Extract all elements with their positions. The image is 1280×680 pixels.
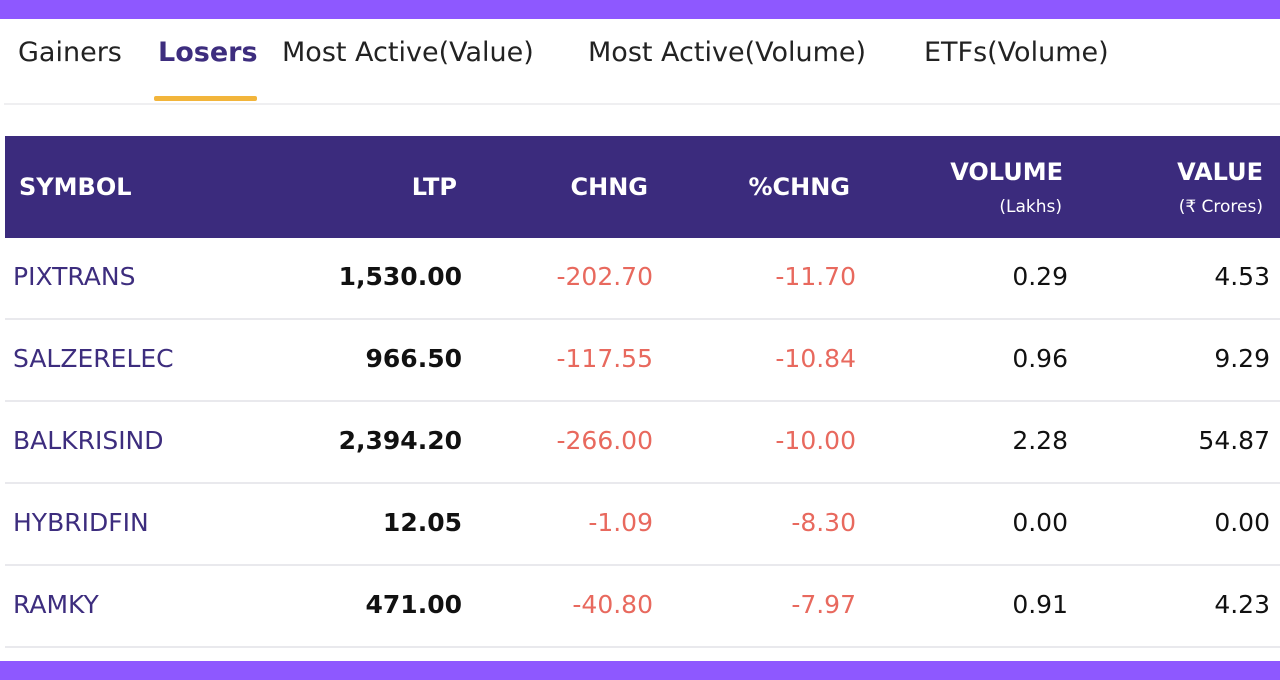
losers-table: SYMBOL LTP CHNG %CHNG VOLUME (Lakhs) VAL… <box>5 136 1280 648</box>
tab-most-active-volume[interactable]: Most Active(Volume) <box>588 37 867 68</box>
symbol-link[interactable]: RAMKY <box>13 590 99 619</box>
bottom-accent-bar <box>0 661 1280 680</box>
percent-change-value: -8.30 <box>791 508 856 537</box>
ltp-value: 2,394.20 <box>338 426 462 455</box>
header-value[interactable]: VALUE <box>1177 158 1263 186</box>
table-row[interactable]: PIXTRANS 1,530.00 -202.70 -11.70 0.29 4.… <box>5 238 1280 320</box>
percent-change-value: -10.84 <box>775 344 856 373</box>
tab-bar: Gainers Losers Most Active(Value) Most A… <box>4 19 1280 105</box>
change-value: -202.70 <box>556 262 654 291</box>
change-value: -1.09 <box>588 508 653 537</box>
table-row[interactable]: SALZERELEC 966.50 -117.55 -10.84 0.96 9.… <box>5 320 1280 402</box>
ltp-value: 12.05 <box>382 508 462 537</box>
change-value: -117.55 <box>556 344 654 373</box>
symbol-link[interactable]: SALZERELEC <box>13 344 174 373</box>
header-pct-chng[interactable]: %CHNG <box>748 173 850 201</box>
table-row[interactable]: HYBRIDFIN 12.05 -1.09 -8.30 0.00 0.00 <box>5 484 1280 566</box>
turnover-value: 4.23 <box>1214 590 1270 619</box>
table-row[interactable]: BALKRISIND 2,394.20 -266.00 -10.00 2.28 … <box>5 402 1280 484</box>
turnover-value: 0.00 <box>1214 508 1270 537</box>
ltp-value: 1,530.00 <box>338 262 462 291</box>
percent-change-value: -7.97 <box>791 590 856 619</box>
turnover-value: 9.29 <box>1214 344 1270 373</box>
volume-value: 2.28 <box>1012 426 1068 455</box>
change-value: -40.80 <box>572 590 653 619</box>
tab-most-active-value[interactable]: Most Active(Value) <box>282 37 534 68</box>
header-ltp[interactable]: LTP <box>411 173 457 201</box>
volume-value: 0.00 <box>1012 508 1068 537</box>
change-value: -266.00 <box>556 426 654 455</box>
top-accent-bar <box>0 0 1280 19</box>
active-tab-indicator <box>154 96 257 101</box>
header-chng[interactable]: CHNG <box>570 173 648 201</box>
symbol-link[interactable]: PIXTRANS <box>13 262 136 291</box>
tab-gainers[interactable]: Gainers <box>18 37 122 68</box>
header-volume-unit: (Lakhs) <box>999 197 1062 217</box>
turnover-value: 4.53 <box>1214 262 1270 291</box>
symbol-link[interactable]: HYBRIDFIN <box>13 508 149 537</box>
tab-losers[interactable]: Losers <box>158 37 258 68</box>
header-symbol[interactable]: SYMBOL <box>19 173 132 201</box>
turnover-value: 54.87 <box>1198 426 1270 455</box>
percent-change-value: -11.70 <box>775 262 856 291</box>
table-header: SYMBOL LTP CHNG %CHNG VOLUME (Lakhs) VAL… <box>5 136 1280 238</box>
volume-value: 0.96 <box>1012 344 1068 373</box>
ltp-value: 966.50 <box>365 344 462 373</box>
header-value-unit: (₹ Crores) <box>1178 197 1263 217</box>
symbol-link[interactable]: BALKRISIND <box>13 426 164 455</box>
tab-etfs-volume[interactable]: ETFs(Volume) <box>924 37 1109 68</box>
ltp-value: 471.00 <box>365 590 462 619</box>
volume-value: 0.91 <box>1012 590 1068 619</box>
table-row[interactable]: RAMKY 471.00 -40.80 -7.97 0.91 4.23 <box>5 566 1280 648</box>
percent-change-value: -10.00 <box>775 426 856 455</box>
header-volume[interactable]: VOLUME <box>950 158 1063 186</box>
volume-value: 0.29 <box>1012 262 1068 291</box>
